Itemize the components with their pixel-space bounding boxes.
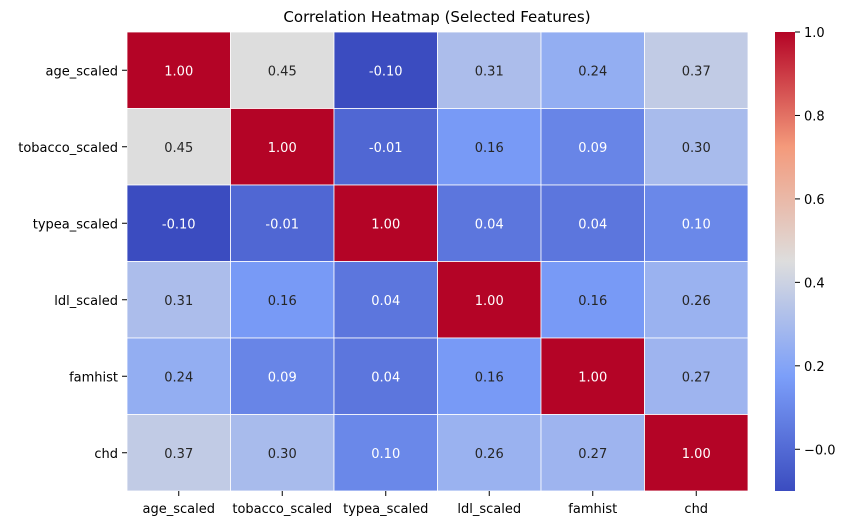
heatmap-cell-1-3 xyxy=(437,108,542,186)
heatmap-cell-2-5 xyxy=(644,184,749,262)
cell-annotation-5-0: 0.37 xyxy=(164,447,193,462)
column-label-famhist: famhist xyxy=(568,502,617,517)
cell-annotation-5-4: 0.27 xyxy=(578,447,607,462)
colorbar-tick-label: 0.6 xyxy=(804,193,825,208)
heatmap-cell-3-5 xyxy=(644,261,749,339)
heatmap-cell-5-4 xyxy=(540,414,645,492)
chart-title: Correlation Heatmap (Selected Features) xyxy=(283,8,590,26)
column-label-chd: chd xyxy=(684,502,708,517)
heatmap-cell-1-5 xyxy=(644,108,749,186)
cell-annotation-0-5: 0.37 xyxy=(682,64,711,79)
heatmap-cell-4-3 xyxy=(437,337,542,415)
cell-annotation-2-2: 1.00 xyxy=(371,217,400,232)
column-label-age_scaled: age_scaled xyxy=(143,502,215,517)
row-label-famhist: famhist xyxy=(69,370,118,385)
heatmap-cell-0-2 xyxy=(333,31,438,109)
row-labels: age_scaled tobacco_scaled typea_scaled ldl_… xyxy=(18,64,127,462)
cell-annotation-5-3: 0.26 xyxy=(475,447,504,462)
column-label-ldl_scaled: ldl_scaled xyxy=(457,502,521,517)
cell-annotation-5-5: 1.00 xyxy=(682,447,711,462)
heatmap-cell-3-1 xyxy=(230,261,335,339)
column-labels: age_scaled tobacco_scaled typea_scaled ldl_… xyxy=(143,491,708,517)
cell-annotation-3-4: 0.16 xyxy=(578,294,607,309)
colorbar-tick-label: 0.8 xyxy=(804,109,825,124)
heatmap-cell-0-1 xyxy=(230,31,335,109)
heatmap-cell-3-3 xyxy=(437,261,542,339)
cell-annotation-3-0: 0.31 xyxy=(164,294,193,309)
cell-annotation-2-1: -0.01 xyxy=(265,217,299,232)
row-label-chd: chd xyxy=(94,447,118,462)
cell-annotation-0-2: -0.10 xyxy=(369,64,403,79)
cell-annotation-4-1: 0.09 xyxy=(268,370,297,385)
heatmap-cell-3-4 xyxy=(540,261,645,339)
cell-annotation-2-5: 0.10 xyxy=(682,217,711,232)
cell-annotation-0-0: 1.00 xyxy=(164,64,193,79)
heatmap-cell-2-0 xyxy=(126,184,231,262)
cell-annotation-0-4: 0.24 xyxy=(578,64,607,79)
heatmap-cell-0-4 xyxy=(540,31,645,109)
row-label-tobacco_scaled: tobacco_scaled xyxy=(18,141,118,156)
heatmap-cell-2-1 xyxy=(230,184,335,262)
heatmap-cell-3-0 xyxy=(126,261,231,339)
heatmap-annotations: 1.00 0.45 -0.10 0.31 0.24 0.37 0.45 1.00 -0.01 0.… xyxy=(162,64,711,462)
colorbar-tick-label: 0.2 xyxy=(804,360,825,375)
heatmap-cell-4-5 xyxy=(644,337,749,415)
cell-annotation-3-3: 1.00 xyxy=(475,294,504,309)
heatmap-cell-0-3 xyxy=(437,31,542,109)
cell-annotation-1-1: 1.00 xyxy=(268,141,297,156)
column-label-tobacco_scaled: tobacco_scaled xyxy=(232,502,332,517)
heatmap-cell-4-0 xyxy=(126,337,231,415)
cell-annotation-4-0: 0.24 xyxy=(164,370,193,385)
heatmap-cell-3-2 xyxy=(333,261,438,339)
heatmap-cell-2-4 xyxy=(540,184,645,262)
cell-annotation-2-0: -0.10 xyxy=(162,217,196,232)
cell-annotation-1-3: 0.16 xyxy=(475,141,504,156)
heatmap-cell-4-2 xyxy=(333,337,438,415)
cell-annotation-1-4: 0.09 xyxy=(578,141,607,156)
cell-annotation-1-5: 0.30 xyxy=(682,141,711,156)
column-label-typea_scaled: typea_scaled xyxy=(343,502,428,517)
colorbar-tick-label: −0.0 xyxy=(804,443,836,458)
heatmap-cell-1-1 xyxy=(230,108,335,186)
heatmap-cell-0-5 xyxy=(644,31,749,109)
row-label-age_scaled: age_scaled xyxy=(46,64,118,79)
cell-annotation-5-2: 0.10 xyxy=(371,447,400,462)
cell-annotation-2-3: 0.04 xyxy=(475,217,504,232)
cell-annotation-3-1: 0.16 xyxy=(268,294,297,309)
colorbar-tick-label: 0.4 xyxy=(804,276,825,291)
cell-annotation-4-4: 1.00 xyxy=(578,370,607,385)
heatmap-cell-0-0 xyxy=(126,31,231,109)
heatmap-cell-2-3 xyxy=(437,184,542,262)
row-label-typea_scaled: typea_scaled xyxy=(33,217,118,232)
cell-annotation-4-3: 0.16 xyxy=(475,370,504,385)
cell-annotation-1-0: 0.45 xyxy=(164,141,193,156)
cell-annotation-3-2: 0.04 xyxy=(371,294,400,309)
heatmap-cell-5-5 xyxy=(644,414,749,492)
cell-annotation-2-4: 0.04 xyxy=(578,217,607,232)
cell-annotation-5-1: 0.30 xyxy=(268,447,297,462)
heatmap-cell-2-2 xyxy=(333,184,438,262)
cell-annotation-0-3: 0.31 xyxy=(475,64,504,79)
colorbar: −0.0 0.2 0.4 0.6 0.8 1.0 xyxy=(775,26,836,491)
cell-annotation-3-5: 0.26 xyxy=(682,294,711,309)
heatmap-cells xyxy=(126,31,749,492)
heatmap-cell-4-4 xyxy=(540,337,645,415)
cell-annotation-0-1: 0.45 xyxy=(268,64,297,79)
colorbar-gradient xyxy=(775,32,795,491)
heatmap-cell-5-0 xyxy=(126,414,231,492)
colorbar-tick-label: 1.0 xyxy=(804,26,825,41)
row-label-ldl_scaled: ldl_scaled xyxy=(54,294,118,309)
cell-annotation-4-5: 0.27 xyxy=(682,370,711,385)
cell-annotation-1-2: -0.01 xyxy=(369,141,403,156)
cell-annotation-4-2: 0.04 xyxy=(371,370,400,385)
